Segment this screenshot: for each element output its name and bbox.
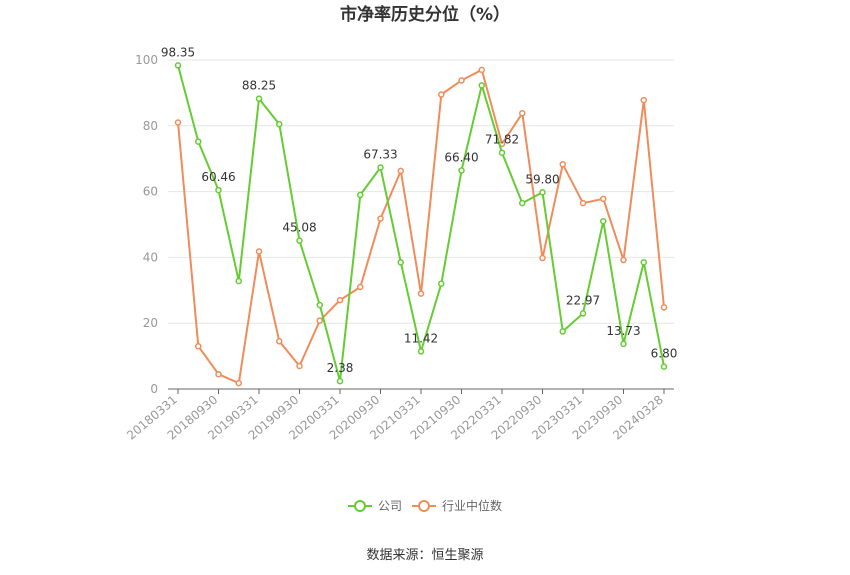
- point-s0-24: [660, 363, 668, 370]
- point-s1-18: [539, 254, 546, 262]
- point-s1-10: [377, 215, 384, 222]
- y-tick-label-0: 0: [150, 382, 158, 396]
- point-s0-7: [316, 301, 323, 309]
- point-s1-4: [255, 248, 263, 255]
- data-label-24: 6.80: [651, 347, 678, 361]
- point-s0-6: [296, 237, 303, 244]
- point-s0-5: [276, 120, 283, 128]
- data-label-18: 59.80: [525, 172, 559, 186]
- data-label-4: 88.25: [242, 79, 276, 93]
- point-s0-20: [579, 310, 587, 317]
- data-label-22: 13.73: [606, 324, 640, 338]
- point-s1-0: [174, 119, 182, 126]
- data-label-6: 45.08: [282, 221, 316, 235]
- point-s0-18: [539, 189, 546, 196]
- data-label-16: 71.82: [485, 133, 519, 147]
- point-s0-22: [620, 340, 627, 348]
- grid-lines: [168, 59, 674, 324]
- data-label-8: 2.38: [327, 361, 354, 375]
- point-s1-13: [438, 91, 445, 98]
- point-s0-2: [215, 186, 222, 194]
- point-s1-5: [276, 338, 283, 345]
- point-s0-16: [498, 149, 506, 156]
- axes: 0204060801002018033120180930201903312019…: [124, 53, 674, 443]
- y-tick-label-60: 60: [143, 185, 158, 199]
- point-s0-11: [397, 259, 404, 266]
- point-s0-17: [519, 199, 526, 207]
- point-s1-21: [600, 195, 607, 203]
- point-s0-3: [235, 277, 242, 285]
- legend-label-0: 公司: [378, 499, 402, 513]
- point-s1-23: [640, 96, 647, 104]
- legend-marker-0: [354, 500, 366, 512]
- y-tick-label-100: 100: [135, 53, 158, 67]
- legend: 公司 行业中位数: [348, 498, 502, 513]
- point-s1-12: [417, 290, 425, 297]
- point-s0-15: [478, 82, 485, 89]
- point-s0-0: [174, 62, 182, 69]
- data-label-20: 22.97: [566, 293, 600, 307]
- data-label-2: 60.46: [201, 170, 235, 184]
- point-s0-23: [640, 259, 647, 266]
- point-s0-21: [600, 217, 607, 225]
- y-tick-label-40: 40: [143, 250, 158, 264]
- point-s0-4: [255, 95, 263, 102]
- point-s1-7: [316, 317, 323, 324]
- point-s1-11: [397, 167, 404, 175]
- data-labels: 98.35 60.46 88.25 45.08 2.38 67.33 11.42 66.40 7…: [161, 45, 678, 375]
- point-s0-13: [438, 280, 445, 287]
- point-s1-2: [215, 370, 222, 378]
- point-s1-17: [519, 110, 526, 117]
- data-source: 数据来源：恒生聚源: [366, 548, 483, 563]
- legend-marker-1: [418, 500, 430, 512]
- point-s1-9: [357, 283, 364, 291]
- point-s0-1: [195, 138, 202, 145]
- point-s0-14: [458, 167, 465, 174]
- data-label-12: 11.42: [404, 331, 438, 345]
- point-s0-9: [357, 191, 364, 199]
- point-s0-10: [377, 164, 384, 171]
- point-s1-1: [195, 342, 202, 350]
- point-s1-19: [559, 161, 566, 168]
- series-layer: [174, 62, 668, 387]
- point-s1-3: [235, 379, 242, 387]
- point-s1-15: [478, 66, 485, 74]
- point-s1-24: [660, 304, 668, 311]
- y-tick-label-20: 20: [143, 316, 158, 330]
- chart-title: 市净率历史分位（%）: [340, 4, 510, 25]
- point-s0-12: [417, 348, 425, 355]
- data-label-10: 67.33: [363, 147, 397, 161]
- point-s0-8: [336, 377, 344, 385]
- data-label-14: 66.40: [444, 151, 478, 165]
- point-s0-19: [559, 328, 566, 335]
- point-s1-8: [336, 296, 344, 304]
- data-label-0: 98.35: [161, 45, 195, 59]
- point-s1-14: [458, 77, 465, 84]
- legend-label-1: 行业中位数: [442, 498, 502, 513]
- y-tick-label-80: 80: [143, 119, 158, 133]
- point-s1-20: [579, 199, 587, 207]
- point-s1-22: [620, 256, 627, 264]
- point-s1-6: [296, 362, 303, 370]
